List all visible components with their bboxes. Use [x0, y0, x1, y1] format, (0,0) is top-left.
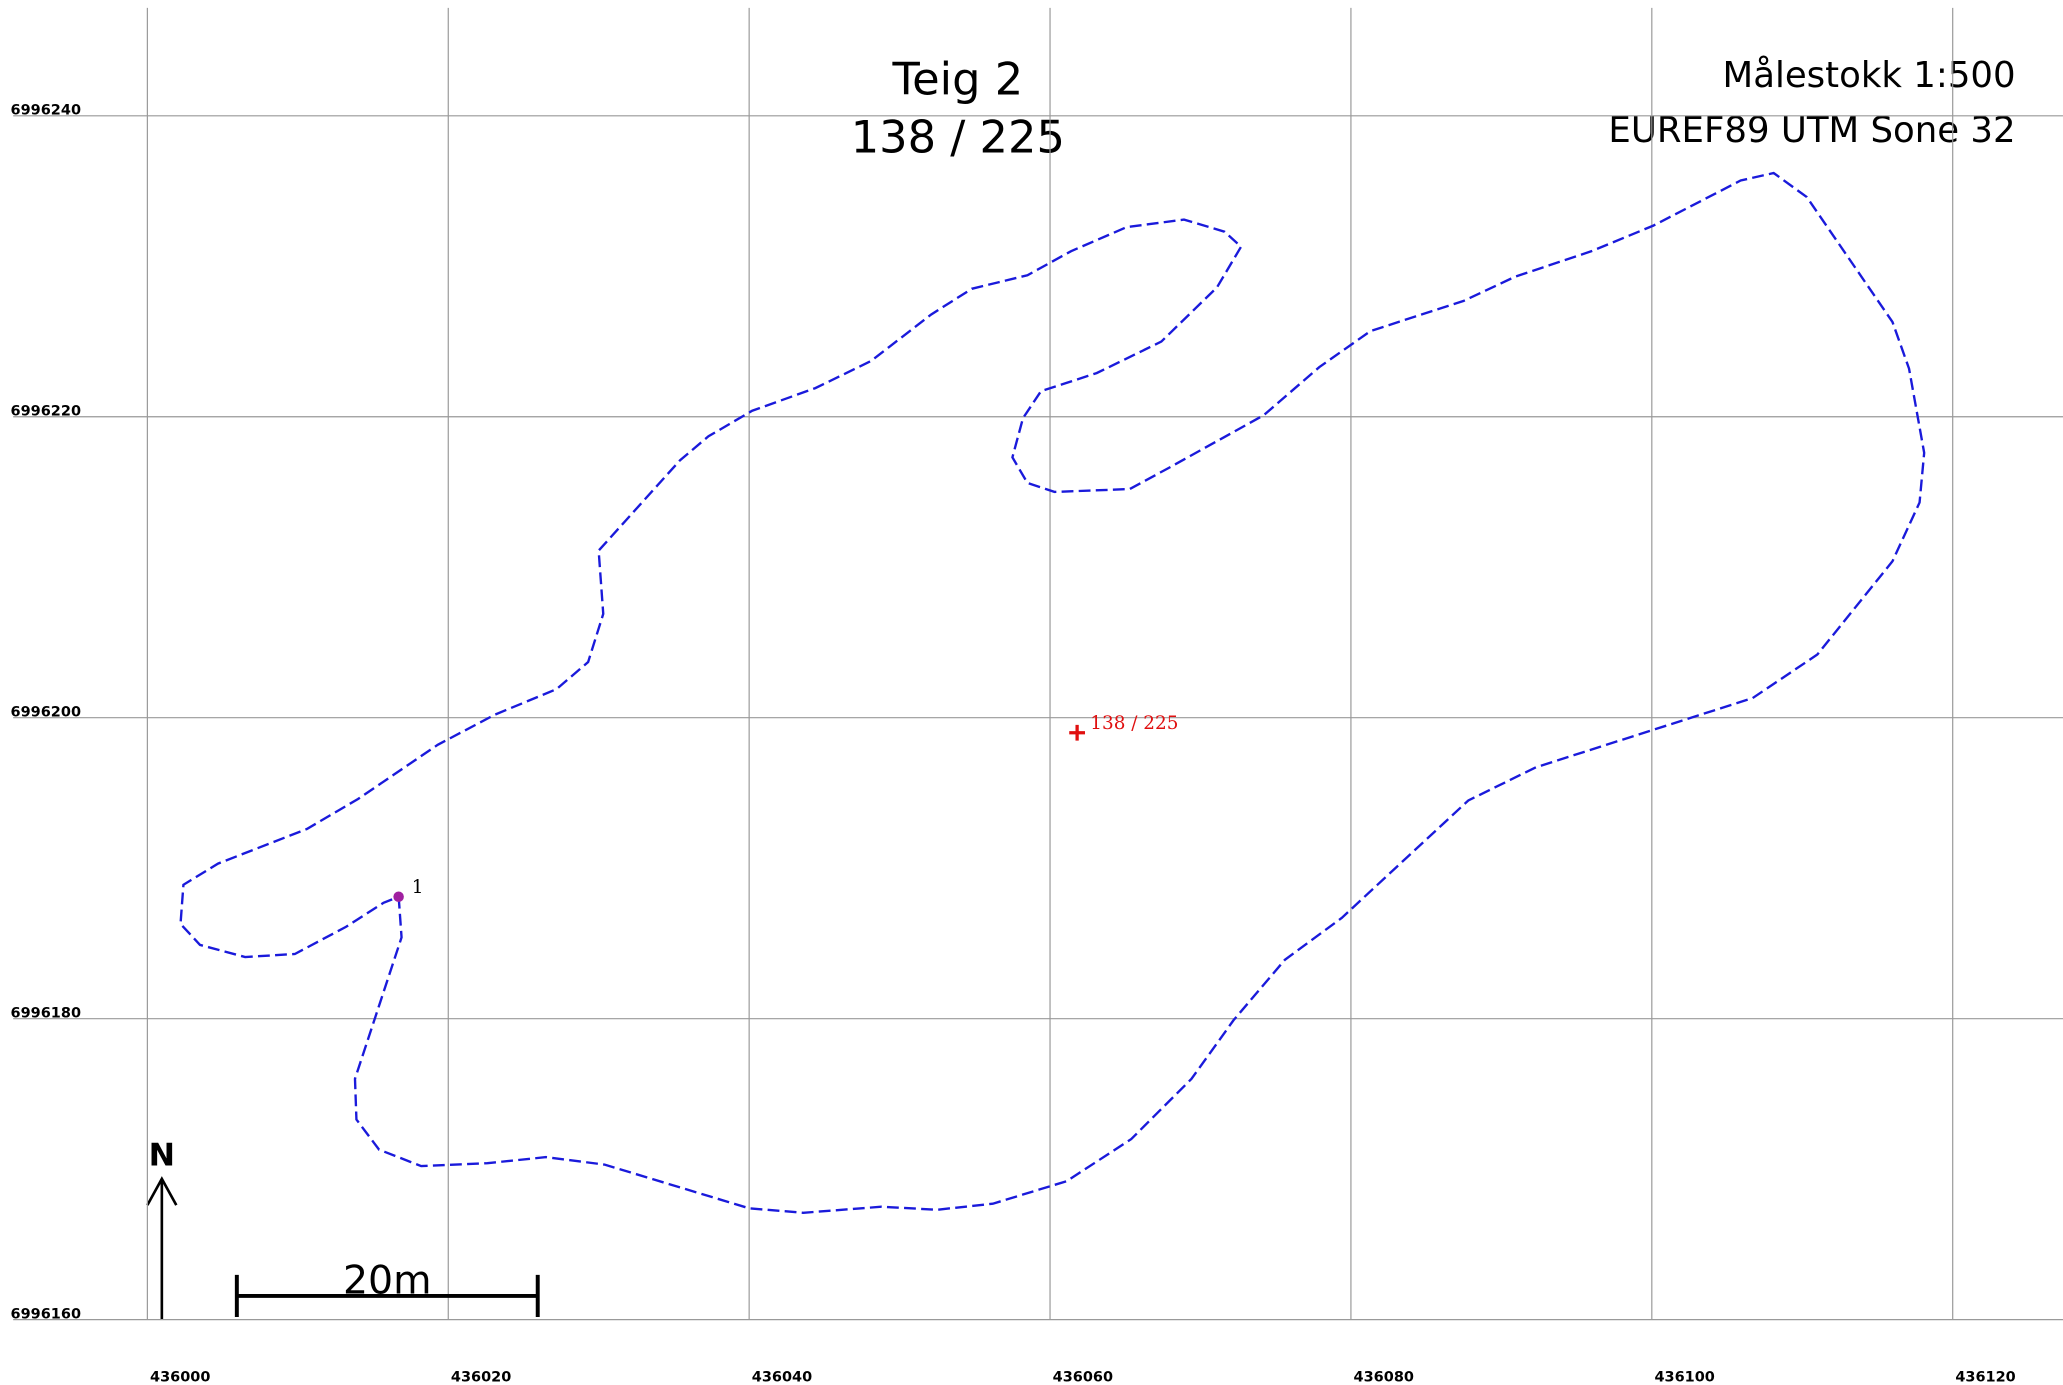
- x-tick-label: 436040: [752, 1369, 812, 1385]
- crs-text: EUREF89 UTM Sone 32: [1608, 110, 2015, 151]
- scale-text: Målestokk 1:500: [1723, 55, 2016, 96]
- map-title: Teig 2: [891, 53, 1023, 106]
- x-tick-label: 436000: [150, 1369, 210, 1385]
- centroid-marker: [1069, 724, 1086, 741]
- y-tick-label: 6996220: [11, 403, 81, 419]
- north-label: N: [149, 1138, 175, 1174]
- x-tick-label: 436100: [1654, 1369, 1714, 1385]
- y-tick-label: 6996200: [11, 704, 81, 720]
- scale-bar-label: 20m: [343, 1257, 432, 1303]
- parcel-boundary: [179, 171, 1926, 1214]
- scale-bar: [234, 1274, 540, 1317]
- y-tick-label: 6996160: [11, 1306, 81, 1322]
- y-tick-label: 6996240: [11, 102, 81, 118]
- x-tick-label: 436020: [451, 1369, 511, 1385]
- x-tick-label: 436060: [1053, 1369, 1113, 1385]
- boundary-point: [393, 891, 404, 903]
- x-tick-label: 436080: [1354, 1369, 1414, 1385]
- north-arrow: [146, 1176, 178, 1320]
- centroid-label: 138 / 225: [1090, 713, 1178, 734]
- point-label: 1: [412, 877, 424, 898]
- x-tick-label: 436120: [1955, 1369, 2015, 1385]
- y-tick-label: 6996180: [11, 1005, 81, 1021]
- map-subtitle: 138 / 225: [851, 111, 1065, 164]
